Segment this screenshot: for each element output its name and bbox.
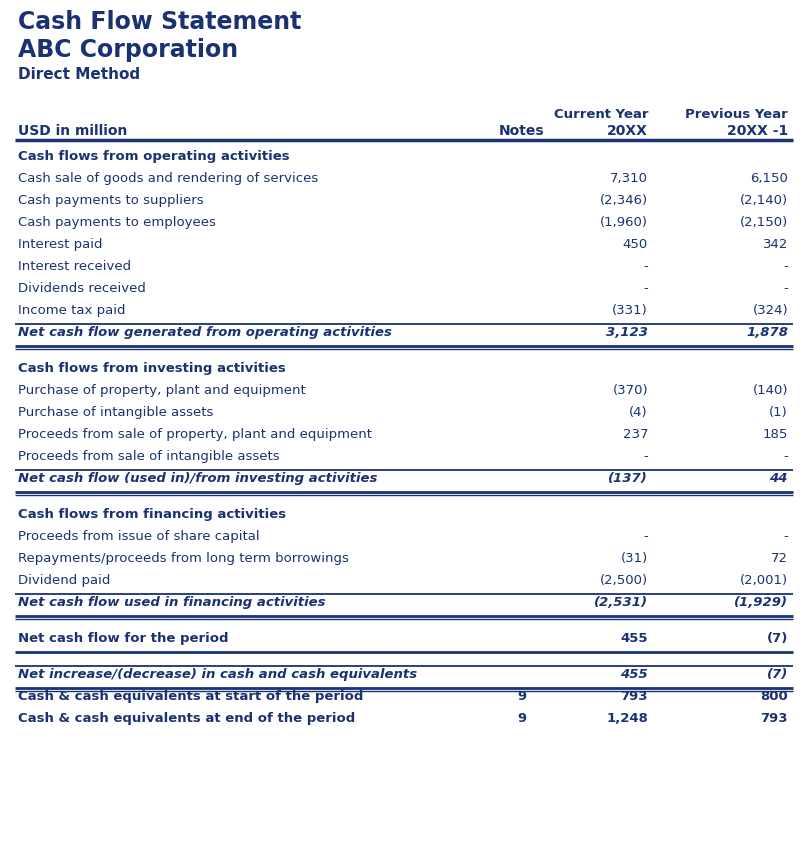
Text: Net cash flow used in financing activities: Net cash flow used in financing activiti… (18, 596, 326, 609)
Text: Interest received: Interest received (18, 260, 131, 273)
Text: 237: 237 (622, 428, 648, 441)
Text: (2,150): (2,150) (740, 216, 788, 229)
Text: Proceeds from issue of share capital: Proceeds from issue of share capital (18, 530, 259, 543)
Text: Cash flows from financing activities: Cash flows from financing activities (18, 508, 286, 521)
Text: (2,001): (2,001) (740, 574, 788, 587)
Text: Cash flows from operating activities: Cash flows from operating activities (18, 150, 289, 163)
Text: Direct Method: Direct Method (18, 67, 140, 82)
Text: 6,150: 6,150 (750, 172, 788, 185)
Text: Cash payments to suppliers: Cash payments to suppliers (18, 194, 204, 207)
Text: Proceeds from sale of intangible assets: Proceeds from sale of intangible assets (18, 450, 280, 463)
Text: -: - (643, 260, 648, 273)
Text: 20XX: 20XX (607, 124, 648, 138)
Text: 9: 9 (517, 690, 527, 703)
Text: 185: 185 (763, 428, 788, 441)
Text: (2,346): (2,346) (600, 194, 648, 207)
Text: Net cash flow for the period: Net cash flow for the period (18, 632, 229, 645)
Text: USD in million: USD in million (18, 124, 128, 138)
Text: -: - (783, 530, 788, 543)
Text: -: - (643, 530, 648, 543)
Text: 793: 793 (621, 690, 648, 703)
Text: Purchase of property, plant and equipment: Purchase of property, plant and equipmen… (18, 384, 305, 397)
Text: -: - (783, 260, 788, 273)
Text: Proceeds from sale of property, plant and equipment: Proceeds from sale of property, plant an… (18, 428, 372, 441)
Text: (7): (7) (767, 632, 788, 645)
Text: 1,878: 1,878 (746, 326, 788, 339)
Text: Notes: Notes (499, 124, 545, 138)
Text: Net cash flow generated from operating activities: Net cash flow generated from operating a… (18, 326, 392, 339)
Text: Repayments/proceeds from long term borrowings: Repayments/proceeds from long term borro… (18, 552, 349, 565)
Text: Previous Year: Previous Year (685, 108, 788, 121)
Text: Cash & cash equivalents at end of the period: Cash & cash equivalents at end of the pe… (18, 712, 356, 725)
Text: 7,310: 7,310 (610, 172, 648, 185)
Text: Purchase of intangible assets: Purchase of intangible assets (18, 406, 213, 419)
Text: Cash payments to employees: Cash payments to employees (18, 216, 216, 229)
Text: (324): (324) (752, 304, 788, 317)
Text: Cash Flow Statement: Cash Flow Statement (18, 10, 301, 34)
Text: (140): (140) (752, 384, 788, 397)
Text: Cash & cash equivalents at start of the period: Cash & cash equivalents at start of the … (18, 690, 364, 703)
Text: (7): (7) (767, 668, 788, 681)
Text: (1,960): (1,960) (600, 216, 648, 229)
Text: Cash sale of goods and rendering of services: Cash sale of goods and rendering of serv… (18, 172, 318, 185)
Text: 793: 793 (760, 712, 788, 725)
Text: 800: 800 (760, 690, 788, 703)
Text: (1,929): (1,929) (734, 596, 788, 609)
Text: 44: 44 (769, 472, 788, 485)
Text: Current Year: Current Year (553, 108, 648, 121)
Text: (370): (370) (612, 384, 648, 397)
Text: Dividends received: Dividends received (18, 282, 146, 295)
Text: Dividend paid: Dividend paid (18, 574, 111, 587)
Text: -: - (783, 450, 788, 463)
Text: (331): (331) (612, 304, 648, 317)
Text: Cash flows from investing activities: Cash flows from investing activities (18, 362, 286, 375)
Text: (31): (31) (621, 552, 648, 565)
Text: Interest paid: Interest paid (18, 238, 103, 251)
Text: 20XX -1: 20XX -1 (726, 124, 788, 138)
Text: 450: 450 (623, 238, 648, 251)
Text: -: - (643, 282, 648, 295)
Text: Net increase/(decrease) in cash and cash equivalents: Net increase/(decrease) in cash and cash… (18, 668, 417, 681)
Text: (4): (4) (629, 406, 648, 419)
Text: (1): (1) (769, 406, 788, 419)
Text: (2,500): (2,500) (600, 574, 648, 587)
Text: -: - (643, 450, 648, 463)
Text: -: - (783, 282, 788, 295)
Text: 72: 72 (771, 552, 788, 565)
Text: ABC Corporation: ABC Corporation (18, 38, 238, 62)
Text: (2,531): (2,531) (594, 596, 648, 609)
Text: Income tax paid: Income tax paid (18, 304, 125, 317)
Text: (137): (137) (608, 472, 648, 485)
Text: (2,140): (2,140) (740, 194, 788, 207)
Text: 342: 342 (763, 238, 788, 251)
Text: 1,248: 1,248 (606, 712, 648, 725)
Text: Net cash flow (used in)/from investing activities: Net cash flow (used in)/from investing a… (18, 472, 377, 485)
Text: 3,123: 3,123 (606, 326, 648, 339)
Text: 455: 455 (621, 632, 648, 645)
Text: 9: 9 (517, 712, 527, 725)
Text: 455: 455 (621, 668, 648, 681)
